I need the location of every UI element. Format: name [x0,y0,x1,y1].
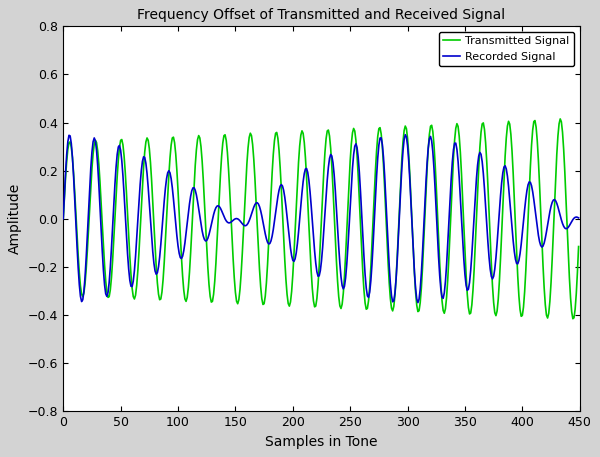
Recorded Signal [556,208,563,214]
Transmitted Signal [568,309,575,314]
Legend: Transmitted Signal, Recorded Signal: Transmitted Signal, Recorded Signal [439,32,574,66]
X-axis label: Samples in Tone: Samples in Tone [265,435,378,449]
Transmitted Signal [350,126,357,131]
Line: Transmitted Signal: Transmitted Signal [63,119,578,319]
Transmitted Signal [146,146,153,151]
Recorded Signal [117,148,124,153]
Transmitted Signal [117,138,124,143]
Y-axis label: Amplitude: Amplitude [8,183,22,255]
Recorded Signal [575,215,582,221]
Title: Frequency Offset of Transmitted and Received Signal: Frequency Offset of Transmitted and Rece… [137,8,506,22]
Recorded Signal [569,217,577,223]
Transmitted Signal [575,244,582,249]
Recorded Signal [435,254,442,260]
Recorded Signal [350,152,357,157]
Transmitted Signal [553,152,560,157]
Transmitted Signal [569,316,577,321]
Line: Recorded Signal: Recorded Signal [63,135,578,303]
Transmitted Signal [59,216,67,222]
Transmitted Signal [433,184,440,189]
Recorded Signal [59,216,67,222]
Recorded Signal [146,201,153,206]
Transmitted Signal [557,116,564,122]
Recorded Signal [401,132,409,138]
Recorded Signal [414,300,421,305]
